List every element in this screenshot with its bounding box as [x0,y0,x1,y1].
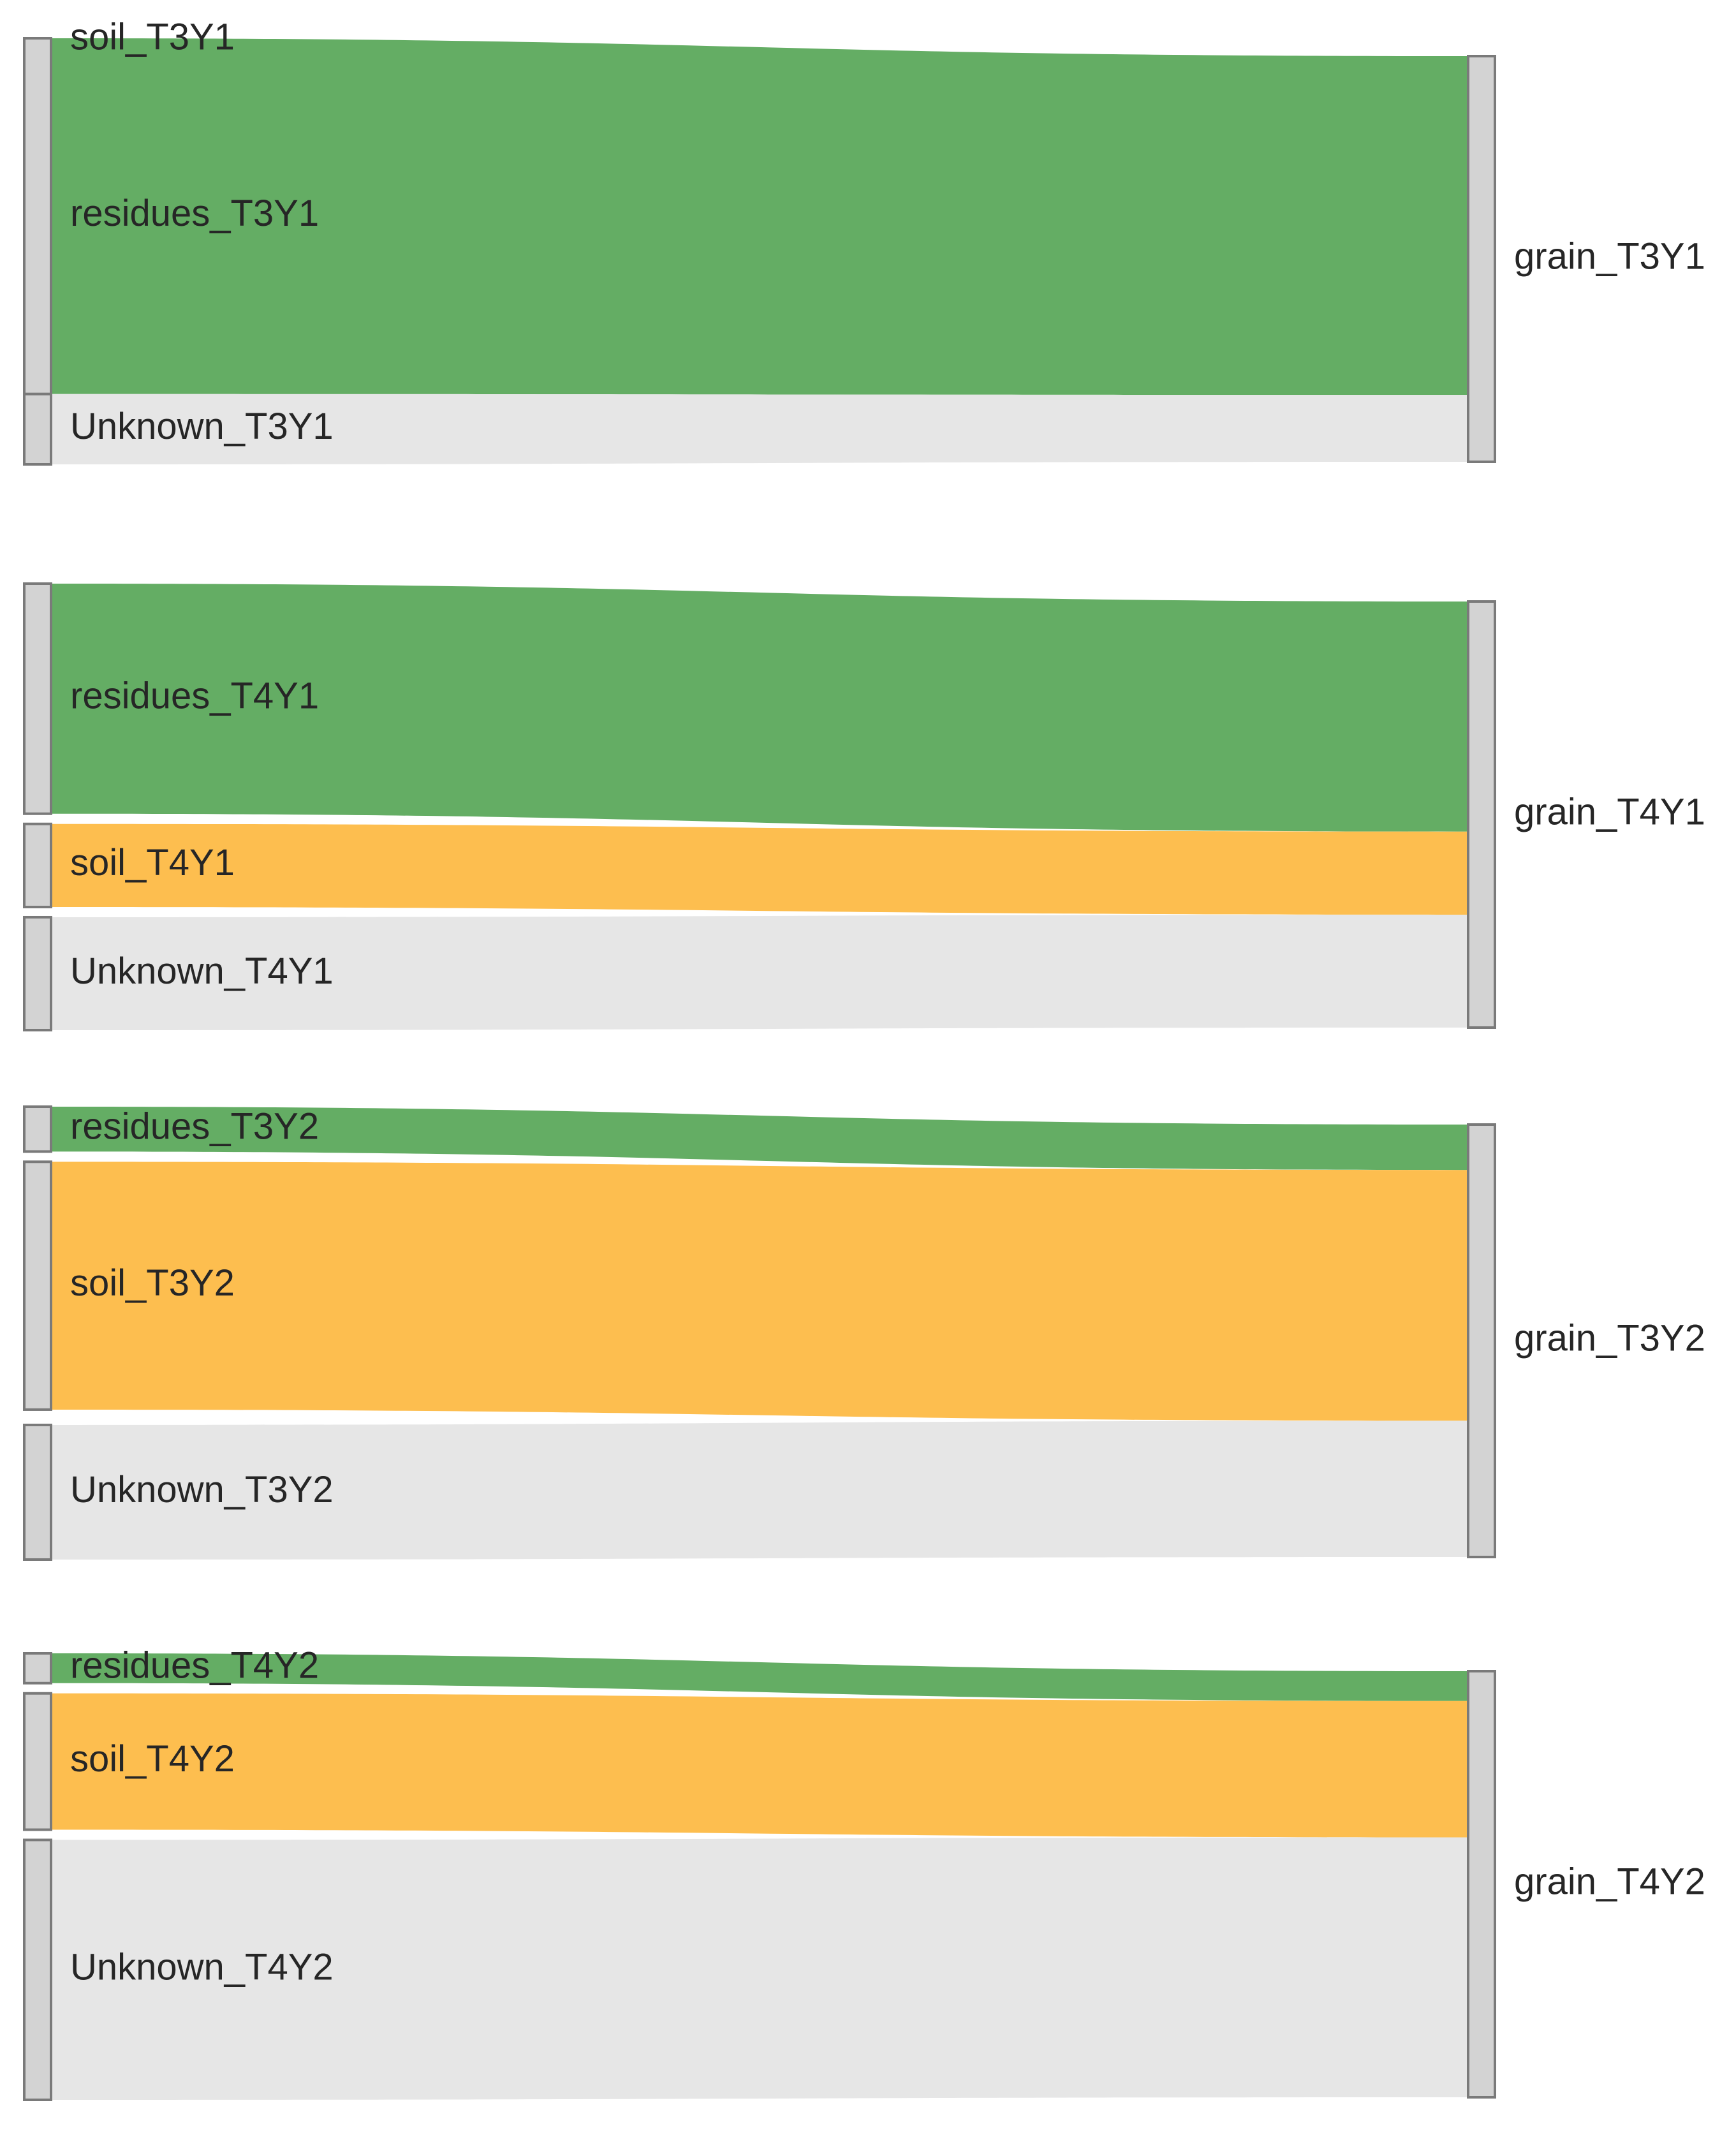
sankey-source-label: soil_T4Y2 [70,1738,235,1780]
sankey-source-label: soil_T4Y1 [70,842,235,883]
sankey-source-node [23,1838,52,2102]
sankey-source-label: Unknown_T3Y2 [70,1469,334,1510]
sankey-link-soil [51,1162,1468,1421]
sankey-link-soil [51,823,1468,915]
sankey-source-label: residues_T4Y1 [70,675,319,717]
sankey-source-label: Unknown_T4Y1 [70,950,334,992]
sankey-source-node [23,915,52,1031]
sankey-link-Unknown [51,1421,1468,1560]
sankey-link-Unknown [51,394,1468,464]
sankey-source-label: residues_T3Y1 [70,193,319,234]
sankey-target-label: grain_T4Y1 [1514,791,1705,832]
sankey-target-node [1467,1670,1496,2099]
sankey-target-node [1467,600,1496,1029]
sankey-source-label: soil_T3Y2 [70,1262,235,1304]
sankey-source-node [23,1692,52,1831]
sankey-link-residues [51,1107,1468,1170]
sankey-link-residues [51,1653,1468,1701]
sankey-source-label: Unknown_T3Y1 [70,406,334,447]
sankey-source-node [23,582,52,815]
sankey-link-soil [51,1693,1468,1838]
sankey-source-node [23,1652,52,1685]
sankey-target-label: grain_T3Y1 [1514,235,1705,277]
sankey-target-label: grain_T3Y2 [1514,1317,1705,1359]
sankey-source-node [23,37,52,395]
sankey-source-node [23,392,52,466]
sankey-link-residues [51,38,1468,395]
sankey-link-Unknown [51,1837,1468,2100]
sankey-source-node [23,1423,52,1561]
sankey-source-node [23,822,52,908]
sankey-source-label: residues_T3Y2 [70,1106,319,1148]
sankey-target-node [1467,55,1496,463]
sankey-source-node [23,1160,52,1411]
sankey-source-label: soil_T3Y1 [70,16,235,57]
sankey-source-label: residues_T4Y2 [70,1645,319,1686]
sankey-link-residues [51,584,1468,832]
sankey-target-node [1467,1123,1496,1558]
sankey-target-label: grain_T4Y2 [1514,1861,1705,1902]
sankey-link-Unknown [51,914,1468,1030]
sankey-source-node [23,1105,52,1153]
sankey-source-label: Unknown_T4Y2 [70,1947,334,1988]
